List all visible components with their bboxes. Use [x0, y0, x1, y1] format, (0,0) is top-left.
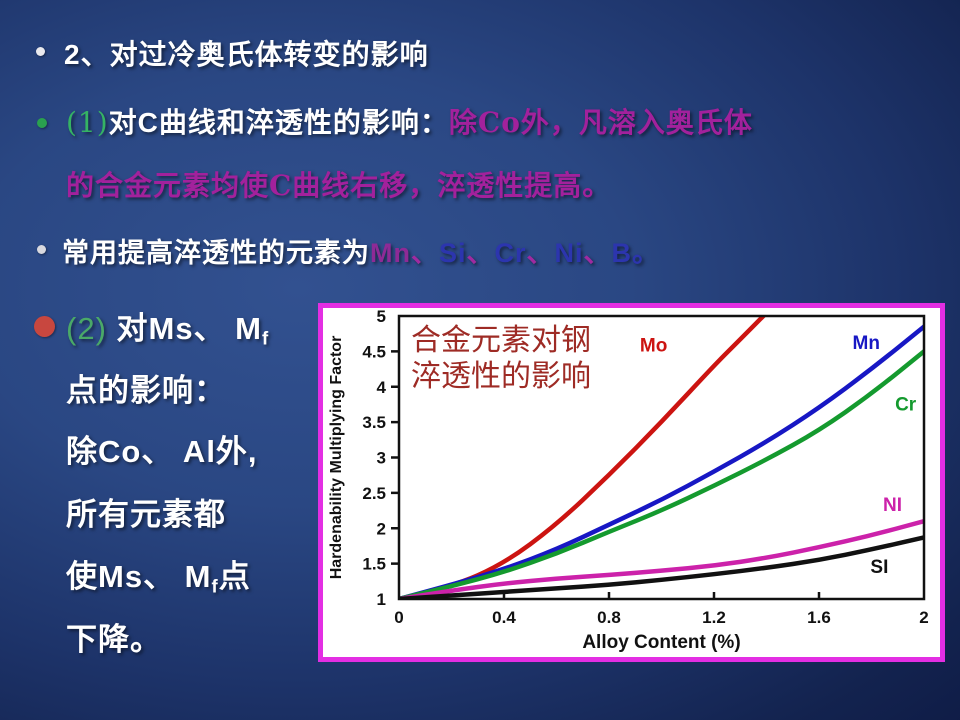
- x-tick-label: 1.6: [807, 608, 831, 627]
- hardenability-chart: 1 1.5 2 2.5 3 3.5 4 4.5 5 0 0.4 0.8 1.2 1.6 2 Alloy Con…: [328, 308, 929, 653]
- point2-line4: 所有元素都: [66, 489, 226, 534]
- text-segment: 下降。: [66, 622, 162, 657]
- point1-line1: (1)对C曲线和淬透性的影响：除Co外，凡溶入奥氏体: [66, 101, 753, 141]
- x-tick-label: 0.8: [597, 608, 621, 627]
- y-tick-label: 4: [377, 378, 387, 397]
- series-NI-curve: [399, 518, 924, 599]
- y-tick-label: 3.5: [362, 413, 386, 432]
- text-segment: 除Co、 Al外,: [66, 434, 258, 469]
- text-segment: 点的影响：: [66, 373, 226, 408]
- text-segment: 、: [410, 238, 439, 268]
- x-axis-title: Alloy Content (%): [582, 632, 740, 653]
- slide-title-line: 2、对过冷奥氏体转变的影响: [64, 33, 429, 73]
- series-Cr-curve: [399, 349, 924, 599]
- text-segment: 对Ms、 M: [116, 311, 262, 346]
- y-tick-label: 1.5: [362, 555, 386, 574]
- text-segment: f: [262, 327, 270, 349]
- y-tick-label: 2.5: [362, 484, 386, 503]
- bullet-dot-3: [37, 245, 46, 254]
- chart-title-line: 淬透性的影响: [411, 360, 591, 393]
- text-segment: 所有元素都: [66, 497, 226, 532]
- hardenability-chart-panel: 1 1.5 2 2.5 3 3.5 4 4.5 5 0 0.4 0.8 1.2 1.6 2 Alloy Con…: [318, 303, 945, 662]
- text-segment: 点: [218, 559, 251, 594]
- text-segment: B: [611, 238, 633, 268]
- text-segment: Si: [438, 238, 467, 268]
- text-segment: 、: [526, 238, 555, 268]
- y-tick-label: 2: [377, 519, 386, 538]
- point2-line1: (2) 对Ms、 Mf: [66, 303, 269, 350]
- text-segment: 、: [583, 238, 612, 268]
- y-tick-label: 5: [377, 308, 386, 326]
- text-segment: 使Ms、 M: [66, 559, 212, 594]
- y-tick-label: 3: [377, 449, 386, 468]
- text-segment: 2、对过冷奥氏体转变的影响: [64, 39, 429, 70]
- point2-line3: 除Co、 Al外,: [66, 426, 258, 471]
- text-segment: (2): [66, 311, 117, 346]
- text-segment: 的合金元素均使C曲线右移，淬透性提高。: [66, 169, 612, 202]
- series-label-NI: NI: [883, 495, 902, 516]
- x-tick-label: 2: [919, 608, 928, 627]
- text-segment: (1): [66, 106, 109, 139]
- point2-line2: 点的影响：: [66, 365, 226, 410]
- series-Mn-curve: [399, 324, 924, 599]
- series-label-Mo: Mo: [640, 336, 667, 357]
- text-segment: f: [211, 575, 219, 597]
- bullet-dot-1: [36, 47, 45, 56]
- point2-line5: 使Ms、 Mf点: [66, 551, 251, 598]
- y-tick-label: 4.5: [362, 342, 386, 361]
- bullet-dot-2: [37, 118, 47, 128]
- text-segment: 常用提高淬透性的元素为: [62, 238, 370, 268]
- x-tick-label: 0: [394, 608, 403, 627]
- series-label-SI: SI: [870, 557, 888, 578]
- text-segment: Ni: [554, 238, 584, 268]
- point2-line6: 下降。: [66, 614, 162, 659]
- point1-line2: 的合金元素均使C曲线右移，淬透性提高。: [66, 164, 611, 204]
- text-segment: 、: [466, 238, 495, 268]
- text-segment: Cr: [494, 238, 527, 268]
- elements-line: 常用提高淬透性的元素为Mn、Si、Cr、Ni、B。: [62, 231, 660, 270]
- y-tick-label: 1: [377, 590, 386, 609]
- text-segment: 除Co外，凡溶入奥氏体: [448, 106, 753, 139]
- text-segment: 。: [632, 238, 661, 268]
- x-tick-label: 1.2: [702, 608, 726, 627]
- bullet-dot-item2: [34, 316, 55, 337]
- text-segment: 对C曲线和淬透性的影响：: [108, 107, 449, 138]
- series-label-Mn: Mn: [853, 333, 880, 354]
- series-SI-curve: [399, 535, 924, 599]
- chart-title-line: 合金元素对钢: [411, 324, 591, 357]
- series-label-Cr: Cr: [895, 394, 917, 415]
- x-tick-label: 0.4: [492, 608, 516, 627]
- text-segment: Mn: [370, 238, 411, 268]
- y-axis-title: Hardenability Multiplying Factor: [328, 336, 345, 580]
